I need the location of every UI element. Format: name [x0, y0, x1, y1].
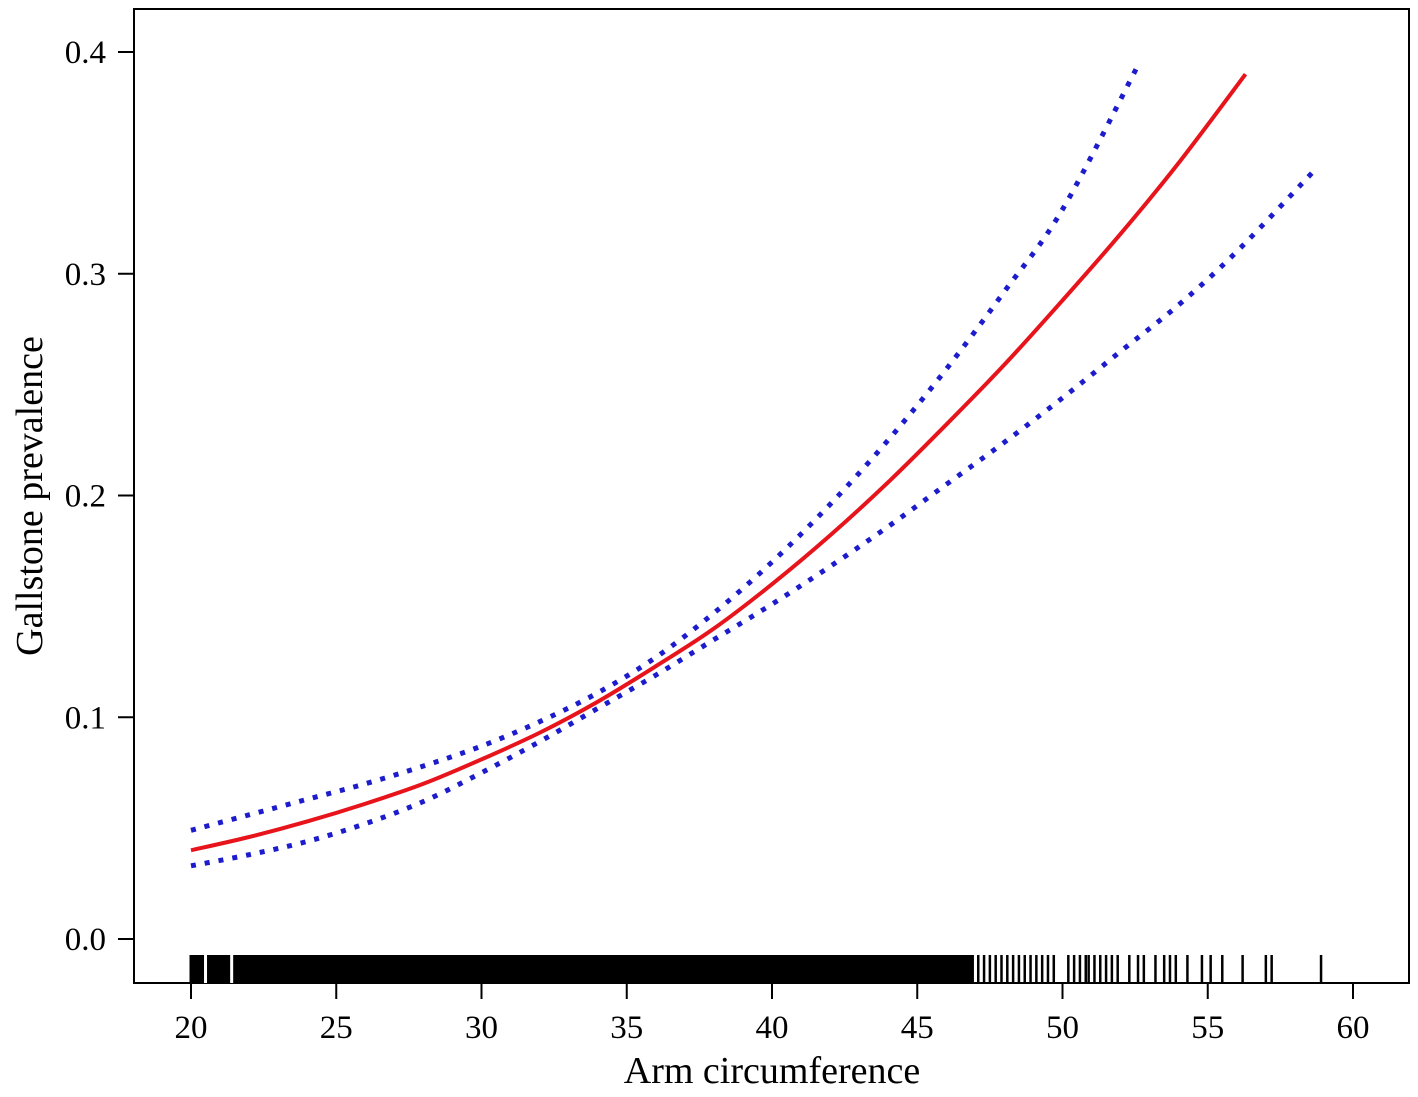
fitted-curve-line — [190, 72, 1248, 853]
x-tick-label: 35 — [610, 1010, 643, 1046]
x-tick-label: 20 — [175, 1010, 208, 1046]
confidence-bound-line — [190, 64, 1141, 833]
plot-frame — [133, 8, 1410, 984]
rug-gap — [204, 955, 208, 983]
y-axis: 0.0 0.1 0.2 0.3 0.4 — [65, 35, 134, 958]
x-tick-label: 50 — [1046, 1010, 1079, 1046]
x-axis: 20 25 30 35 40 45 50 55 60 — [175, 983, 1370, 1046]
x-tick-label: 55 — [1191, 1010, 1224, 1046]
x-tick-label: 40 — [756, 1010, 789, 1046]
x-tick-label: 30 — [465, 1010, 498, 1046]
rug-plot — [189, 955, 1323, 983]
y-tick-label: 0.2 — [65, 479, 106, 515]
x-tick-label: 25 — [320, 1010, 353, 1046]
x-axis-label: Arm circumference — [624, 1050, 920, 1092]
x-tick-label: 60 — [1337, 1010, 1370, 1046]
y-axis-label: Gallstone prevalence — [9, 336, 51, 656]
y-tick-label: 0.1 — [65, 700, 106, 736]
y-tick-label: 0.4 — [65, 35, 106, 71]
series-layer — [190, 64, 1318, 869]
y-tick-label: 0.3 — [65, 257, 106, 293]
rug-gap — [230, 955, 234, 983]
y-tick-label: 0.0 — [65, 922, 106, 958]
rug-dense-band — [189, 955, 974, 983]
confidence-bound-line — [190, 167, 1318, 869]
x-tick-label: 45 — [901, 1010, 934, 1046]
